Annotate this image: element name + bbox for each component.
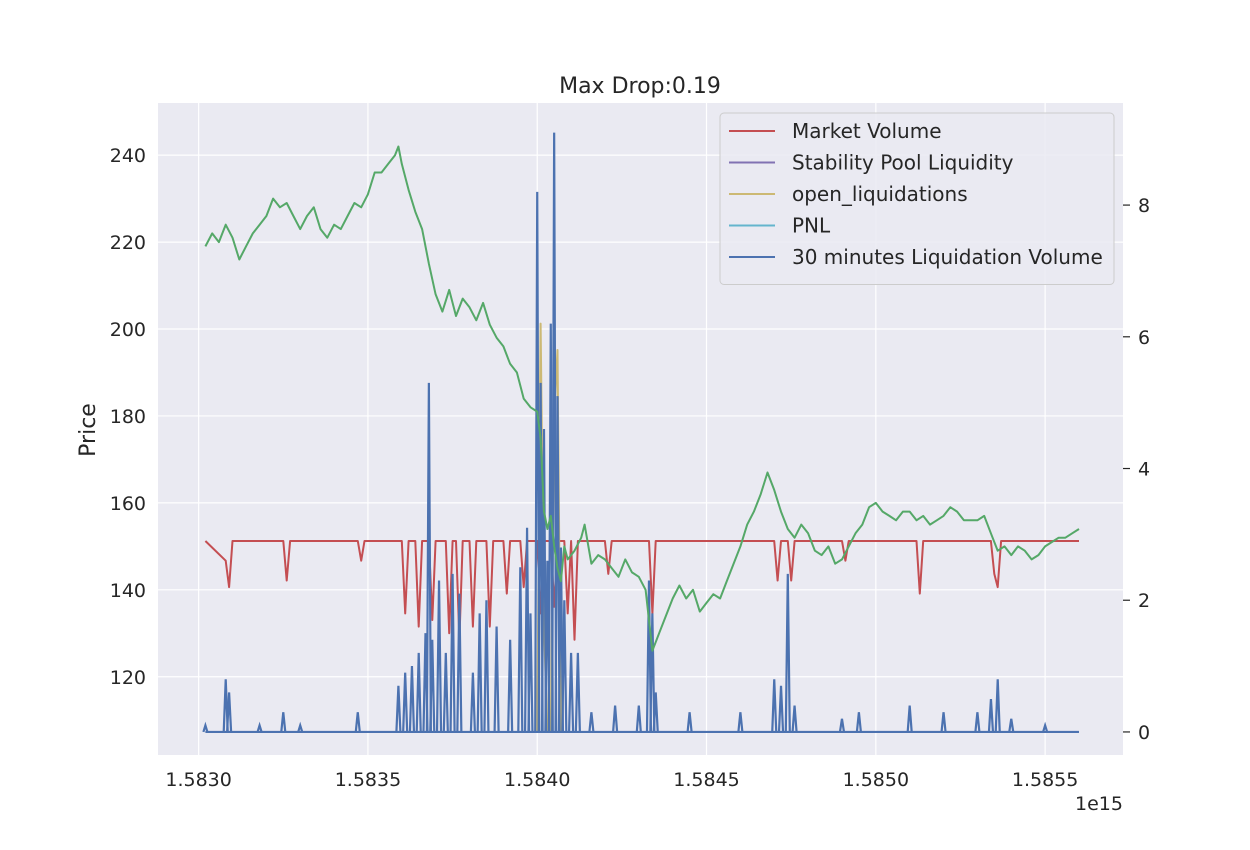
series-30-minutes-liquidation-volume-spike [256,721,263,733]
series-30-minutes-liquidation-volume-spike [415,652,422,732]
legend-label: 30 minutes Liquidation Volume [792,245,1103,269]
series-market-volume [204,540,1079,641]
series-30-minutes-liquidation-volume-spike [784,573,791,732]
series-30-minutes-liquidation-volume-spike [226,692,233,733]
series-30-minutes-liquidation-volume-spike [449,573,456,732]
y-left-tick-label: 240 [110,145,146,167]
series-30-minutes-liquidation-volume-spike [737,712,744,733]
series-30-minutes-liquidation-volume-spike [469,672,476,732]
series-30-minutes-liquidation-volume-spike [202,721,209,733]
series-30-minutes-liquidation-volume-spike [940,712,947,733]
series-30-minutes-liquidation-volume-spike [974,712,981,733]
series-30-minutes-liquidation-volume-spike [435,580,443,732]
series-30-minutes-liquidation-volume-spike [612,705,619,733]
series-30-minutes-liquidation-volume-spike [649,613,656,732]
x-tick-label: 1.5855 [1012,769,1078,791]
series-30-minutes-liquidation-volume-spike [771,679,778,732]
legend-box [719,112,1115,285]
series-30-minutes-liquidation-volume-spike [906,705,913,733]
y-left-tick-label: 160 [110,493,146,515]
y-left-tick-label: 220 [110,232,146,254]
series-30-minutes-liquidation-volume-spike [838,718,846,733]
y-axis-right: 0 2 4 6 8 [1123,195,1150,744]
series-layer [202,132,1080,734]
y-left-tick-label: 200 [110,319,146,341]
series-30-minutes-liquidation-volume-spike [791,705,798,733]
y-left-tick-label: 180 [110,406,146,428]
series-30-minutes-liquidation-volume-spike [493,626,500,732]
series-30-minutes-liquidation-volume-spike [395,685,402,732]
y-axis-left-label: Price [76,403,101,457]
series-30-minutes-liquidation-volume-spike [855,712,862,733]
legend-label: Market Volume [792,119,942,143]
legend-label: open_liquidations [792,182,968,206]
y-right-tick-label: 2 [1138,590,1150,612]
series-30-minutes-liquidation-volume-spike [476,613,483,732]
x-axis: 1.5830 1.5835 1.5840 1.5845 1.5850 1.5855 [165,769,1078,791]
series-30-minutes-liquidation-volume-spike [567,652,575,732]
series-30-minutes-liquidation-volume-spike [442,652,449,732]
series-30-minutes-liquidation-volume-spike [540,428,548,732]
x-tick-label: 1.5830 [165,769,231,791]
series-30-minutes-liquidation-volume-spike [994,679,1001,732]
series-30-minutes-liquidation-volume-spike [507,639,514,732]
series-30-minutes-liquidation-volume-spike [456,593,463,732]
series-30-minutes-liquidation-volume-spike [635,705,642,733]
series-30-minutes-liquidation-volume-spike [483,600,490,732]
series-30-minutes-liquidation-volume-spike [777,685,785,732]
series-30-minutes-liquidation-volume-spike [554,396,561,732]
series-30-minutes-liquidation-volume-spike [408,666,416,732]
y-right-tick-label: 0 [1138,722,1150,744]
series-30-minutes-liquidation-volume-spike [527,613,534,732]
y-left-tick-label: 140 [110,580,146,602]
x-tick-label: 1.5835 [335,769,401,791]
x-tick-label: 1.5850 [843,769,909,791]
series-30-minutes-liquidation-volume-spike [517,567,524,732]
chart-title: Max Drop:0.19 [559,74,721,99]
series-30-minutes-liquidation-volume-spike [1042,721,1049,733]
series-30-minutes-liquidation-volume-spike [588,712,595,733]
y-left-tick-label: 120 [110,667,146,689]
series-30-minutes-liquidation-volume-spike [652,692,659,733]
series-30-minutes-liquidation-volume-spike [561,600,568,732]
y-right-tick-label: 4 [1138,459,1150,481]
x-offset-label: 1e15 [1075,793,1123,815]
series-30-minutes-liquidation-volume-spike [987,698,995,733]
series-30-minutes-liquidation-volume-spike [280,712,287,733]
series-30-minutes-liquidation-volume-spike [425,382,432,732]
series-30-minutes-liquidation-volume-spike [1008,718,1015,733]
x-tick-label: 1.5845 [673,769,739,791]
x-tick-label: 1.5840 [504,769,570,791]
legend-label: Stability Pool Liquidity [792,151,1014,175]
series-30-minutes-liquidation-volume-spike [574,652,581,732]
y-right-tick-label: 6 [1138,327,1150,349]
series-30-minutes-liquidation-volume-spike [402,672,409,732]
series-30-minutes-liquidation-volume-spike [297,721,304,733]
series-30-minutes-liquidation-volume-spike [523,527,531,732]
legend: Market Volume Stability Pool Liquidity ope… [719,112,1115,285]
y-right-tick-label: 8 [1138,195,1150,217]
series-price [204,145,1080,652]
y-axis-left: 120 140 160 180 200 220 240 [110,145,146,689]
series-30-minutes-liquidation-volume-spike [429,639,436,732]
legend-label: PNL [792,214,831,238]
series-30-minutes-liquidation-volume-spike [686,712,693,733]
series-30-minutes-liquidation-volume-spike [354,712,361,733]
